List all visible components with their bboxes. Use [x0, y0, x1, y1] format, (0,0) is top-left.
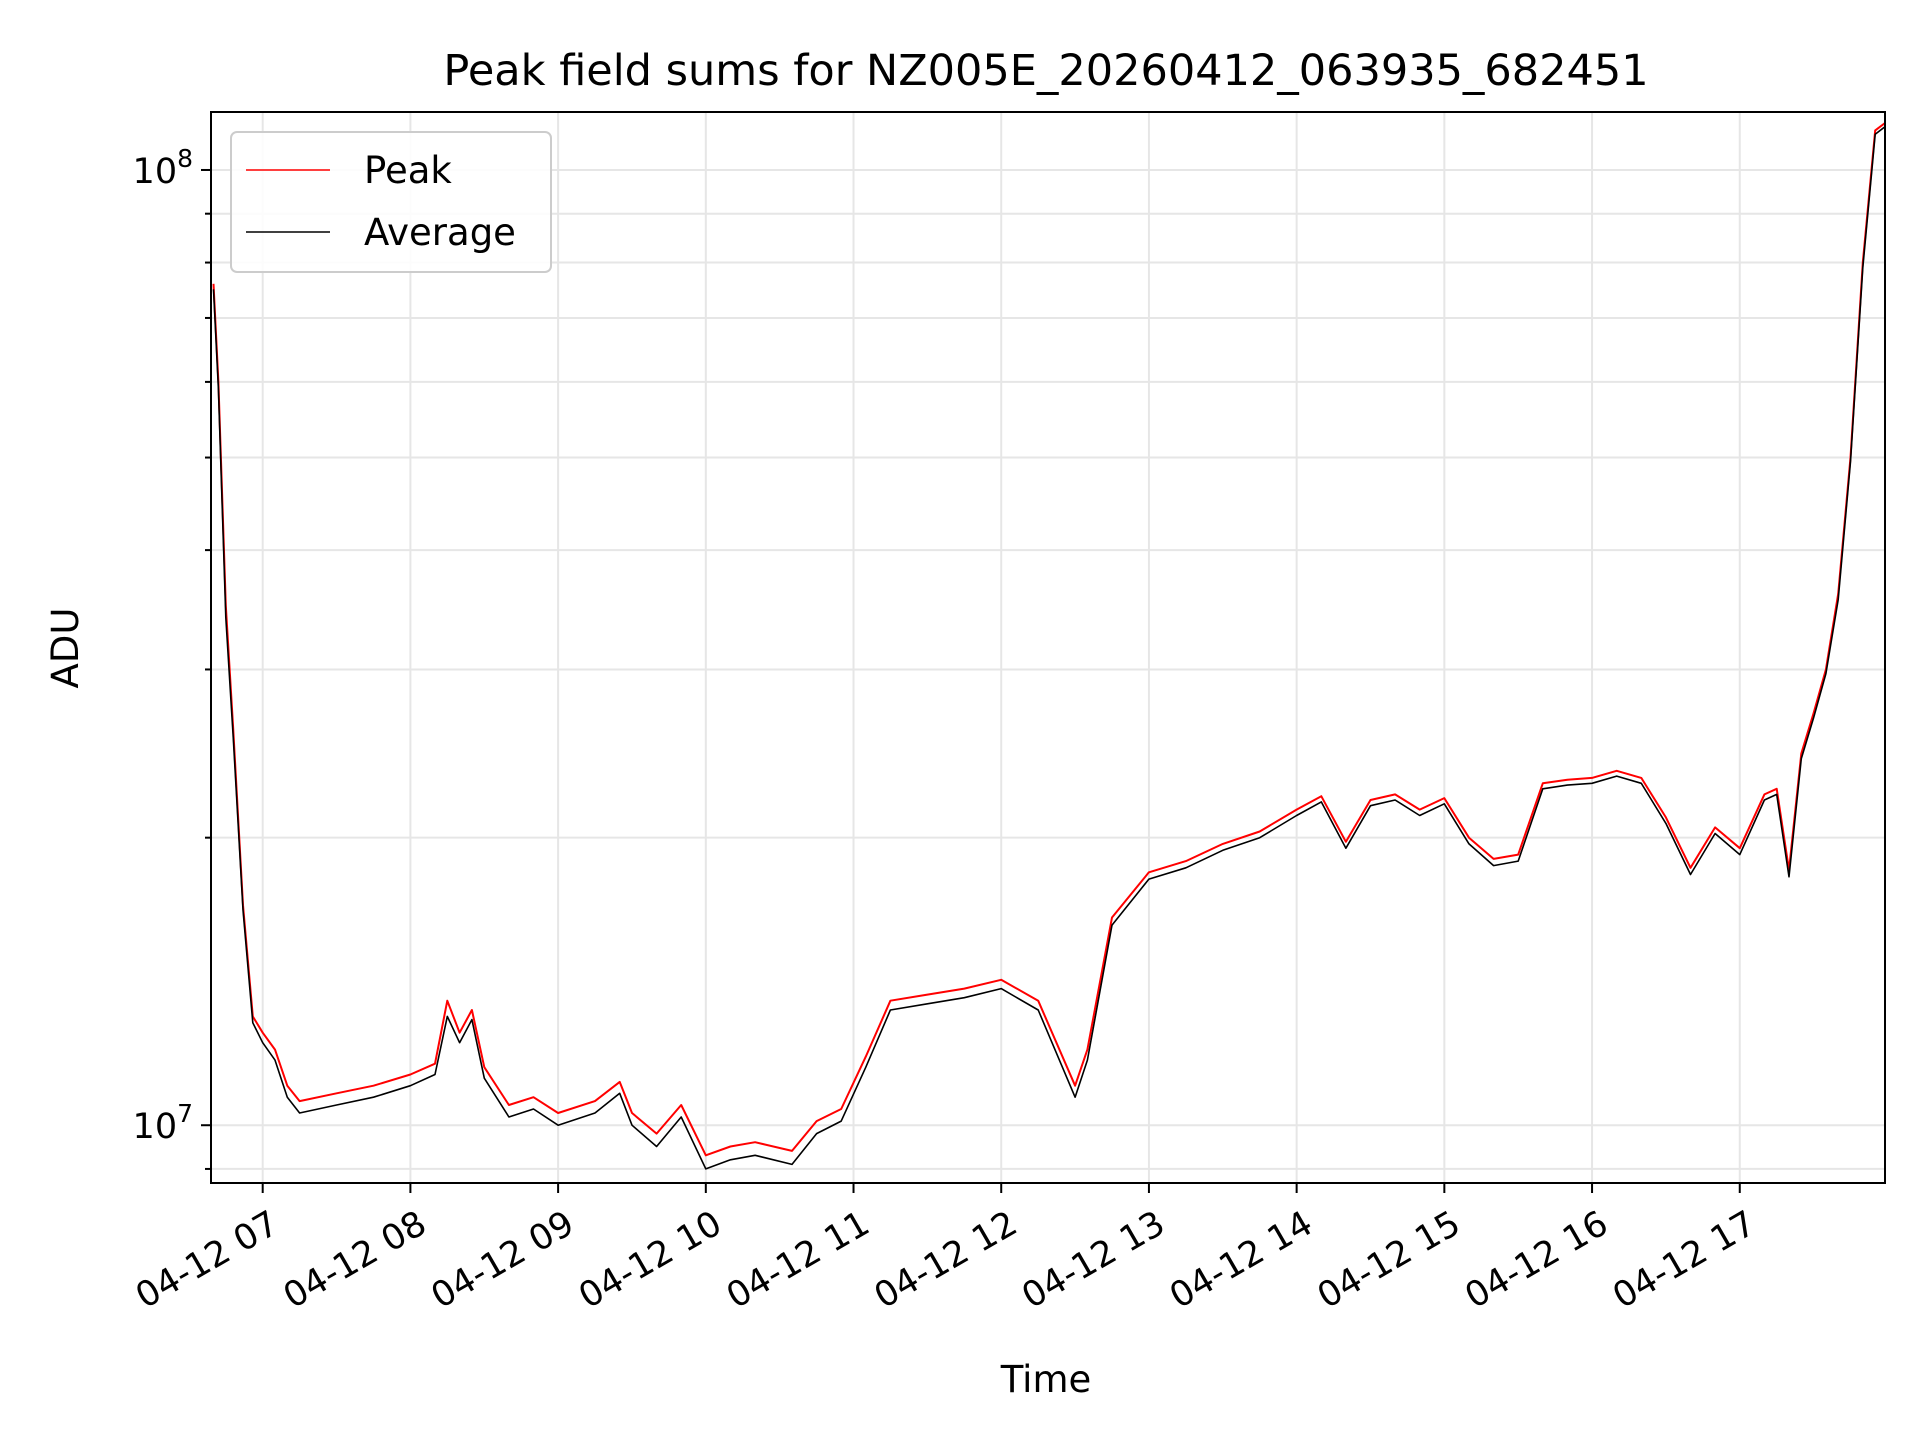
legend-box — [230, 131, 552, 273]
legend: Peak Average — [230, 131, 552, 273]
legend-label-peak: Peak — [364, 149, 452, 192]
grid — [211, 112, 1885, 1183]
series-line-peak — [212, 122, 1885, 1157]
x-axis-label: Time — [1000, 1358, 1092, 1401]
y-tick-label: 108 — [133, 144, 193, 192]
series-line-average — [212, 126, 1885, 1170]
y-axis: 107 108 — [133, 144, 211, 1170]
y-tick-label: 107 — [133, 1099, 193, 1147]
plot-frame — [210, 111, 1886, 1184]
legend-label-average: Average — [364, 211, 516, 254]
series-layer — [212, 122, 1885, 1170]
y-axis-label: ADU — [44, 608, 87, 689]
chart-title: Peak field sums for NZ005E_20260412_0639… — [443, 46, 1648, 96]
